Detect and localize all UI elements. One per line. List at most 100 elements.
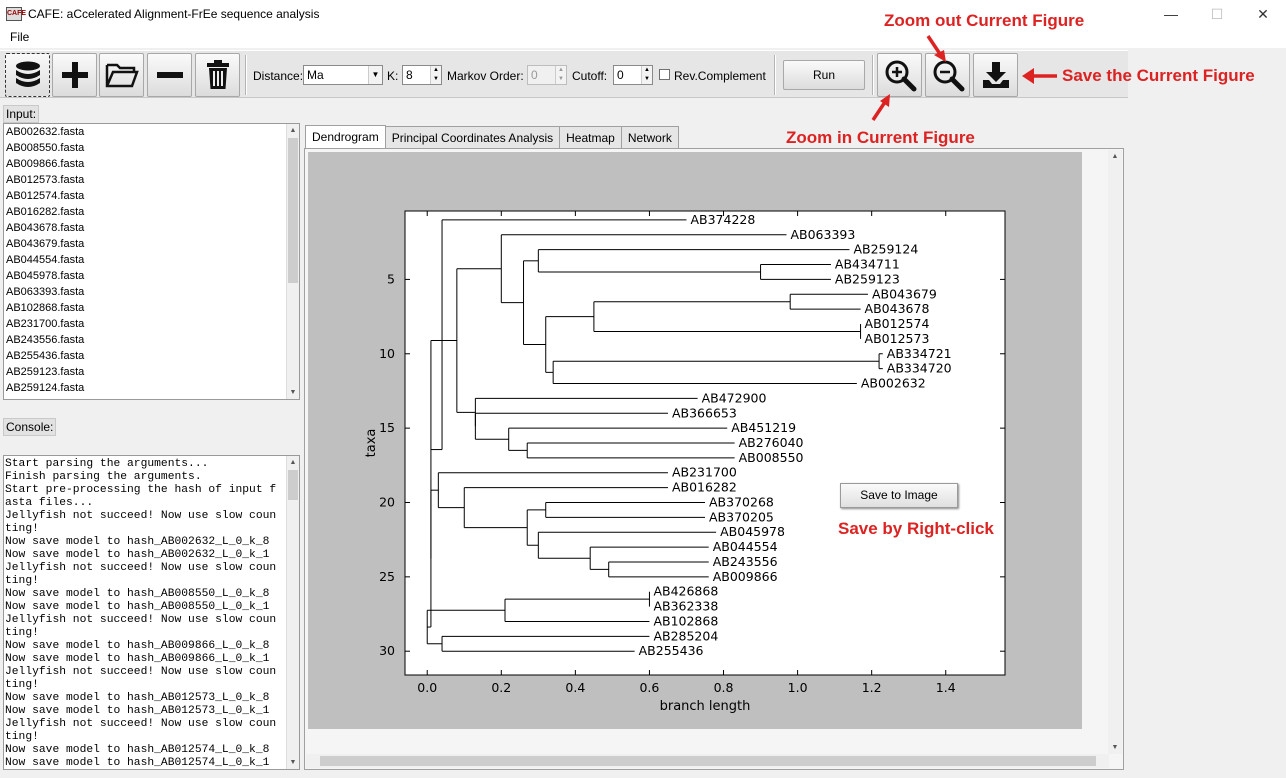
database-button[interactable]	[5, 53, 50, 97]
scroll-up-icon[interactable]: ▲	[287, 124, 299, 137]
file-list-item[interactable]: AB002632.fasta	[6, 126, 85, 138]
x-axis-label: branch length	[660, 699, 751, 714]
console-scrollbar[interactable]: ▲ ▼	[286, 456, 299, 769]
file-list-item[interactable]: AB044554.fasta	[6, 254, 85, 266]
leaf-label: AB044554	[713, 539, 778, 554]
scroll-down-icon[interactable]: ▼	[287, 756, 299, 769]
distance-select[interactable]: Ma ▼	[303, 65, 383, 85]
tab-dendrogram[interactable]: Dendrogram	[305, 125, 386, 149]
console-line: ting!	[5, 523, 39, 535]
file-list-item[interactable]: AB012573.fasta	[6, 174, 85, 186]
leaf-label: AB370268	[709, 494, 774, 509]
spin-arrows-icon[interactable]: ▲ ▼	[555, 66, 566, 84]
scroll-up-icon[interactable]: ▲	[287, 456, 299, 469]
file-list-item[interactable]: AB243556.fasta	[6, 334, 85, 346]
scroll-thumb[interactable]	[320, 756, 1096, 766]
leaf-label: AB045978	[720, 524, 785, 539]
spin-arrows-icon[interactable]: ▲ ▼	[430, 66, 441, 84]
input-file-list[interactable]: AB002632.fasta AB008550.fasta AB009866.fas…	[3, 123, 300, 400]
menu-file[interactable]: File	[10, 30, 30, 44]
k-label: K:	[387, 69, 399, 83]
minimize-button[interactable]: —	[1164, 6, 1178, 22]
y-tick-label: 25	[379, 569, 395, 584]
file-list-item[interactable]: AB009866.fasta	[6, 158, 85, 170]
y-tick-label: 15	[379, 420, 395, 435]
toolbar: Distance: Ma ▼ K: 8 ▲ ▼ Markov Order: 0 ▲…	[0, 50, 1128, 98]
file-list-item[interactable]: AB102868.fasta	[6, 302, 85, 314]
leaf-label: AB255436	[639, 643, 704, 658]
close-button[interactable]: ✕	[1257, 5, 1269, 22]
maximize-button[interactable]: ☐	[1210, 5, 1224, 22]
file-list-item[interactable]: AB259124.fasta	[6, 382, 85, 394]
scroll-thumb[interactable]	[288, 138, 298, 283]
file-list-item[interactable]: AB259123.fasta	[6, 366, 85, 378]
markov-order-spinbox[interactable]: 0 ▲ ▼	[527, 65, 567, 85]
leaf-label: AB063393	[790, 227, 855, 242]
title-bar: CAFE CAFE: aCcelerated Alignment-FrEe se…	[0, 0, 1286, 28]
folder-open-icon	[105, 63, 139, 88]
tab-heatmap[interactable]: Heatmap	[559, 126, 622, 149]
menu-bar: File	[0, 28, 1286, 48]
x-tick-label: 0.2	[491, 680, 511, 695]
annotation-zoom-in: Zoom in Current Figure	[786, 128, 975, 147]
console-output[interactable]: Start parsing the arguments... Finish par…	[3, 455, 300, 770]
run-button[interactable]: Run	[783, 60, 865, 90]
console-line: Now save model to hash_AB012574_L_0_k_1	[5, 757, 270, 769]
k-spinbox[interactable]: 8 ▲ ▼	[402, 65, 442, 85]
file-list-item[interactable]: AB045978.fasta	[6, 270, 85, 282]
scroll-down-icon[interactable]: ▼	[287, 386, 299, 399]
file-list-item[interactable]: AB231700.fasta	[6, 318, 85, 330]
leaf-label: AB259123	[835, 271, 900, 286]
tab-pcoa[interactable]: Principal Coordinates Analysis	[384, 126, 561, 149]
file-list-item[interactable]: AB012574.fasta	[6, 190, 85, 202]
file-list-item[interactable]: AB016282.fasta	[6, 206, 85, 218]
leaf-label: AB012573	[865, 331, 930, 346]
leaf-label: AB334720	[887, 361, 952, 376]
markov-order-label: Markov Order:	[447, 69, 524, 83]
save-to-image-menu-item[interactable]: Save to Image	[840, 483, 958, 508]
spin-arrows-icon[interactable]: ▲ ▼	[641, 66, 652, 84]
console-line: Now save model to hash_AB012573_L_0_k_1	[5, 705, 270, 717]
scroll-down-icon[interactable]: ▼	[1109, 741, 1121, 754]
figure-area: AB374228 AB063393 AB259124 AB434711 AB259123…	[304, 148, 1124, 770]
add-file-button[interactable]	[52, 53, 97, 97]
file-list-item[interactable]: AB043678.fasta	[6, 222, 85, 234]
cutoff-spinbox[interactable]: 0 ▲ ▼	[613, 65, 653, 85]
console-line: Now save model to hash_AB009866_L_0_k_1	[5, 653, 270, 665]
leaf-label: AB008550	[739, 450, 804, 465]
zoom-in-button[interactable]	[877, 53, 922, 97]
tab-network[interactable]: Network	[620, 126, 679, 149]
file-list-item[interactable]: AB008550.fasta	[6, 142, 85, 154]
distance-label: Distance:	[253, 69, 304, 83]
leaf-label: AB043678	[865, 301, 930, 316]
figure-canvas[interactable]: AB374228 AB063393 AB259124 AB434711 AB259123…	[308, 152, 1082, 729]
clear-all-button[interactable]	[195, 53, 240, 97]
console-line: ting!	[5, 679, 39, 691]
distance-select-value: Ma	[307, 68, 324, 82]
figure-horizontal-scrollbar[interactable]	[306, 754, 1109, 768]
console-line: Jellyfish not succeed! Now use slow coun	[5, 562, 277, 574]
file-list-item[interactable]: AB063393.fasta	[6, 286, 85, 298]
open-folder-button[interactable]	[99, 53, 144, 97]
leaf-label: AB362338	[653, 599, 718, 614]
zoom-out-button[interactable]	[925, 53, 970, 97]
x-tick-label: 0.0	[417, 680, 437, 695]
leaf-label: AB243556	[713, 554, 778, 569]
scroll-thumb[interactable]	[1108, 150, 1122, 726]
leaf-label: AB426868	[653, 584, 718, 599]
k-value: 8	[406, 68, 413, 82]
input-scrollbar[interactable]: ▲ ▼	[286, 124, 299, 399]
console-line: Jellyfish not succeed! Now use slow coun	[5, 666, 277, 678]
figure-vertical-scrollbar[interactable]: ▲ ▼	[1108, 150, 1122, 754]
save-figure-button[interactable]	[973, 53, 1018, 97]
file-list-item[interactable]: AB255436.fasta	[6, 350, 85, 362]
markov-order-value: 0	[531, 68, 538, 82]
rev-complement-checkbox[interactable]	[659, 69, 670, 80]
scroll-thumb[interactable]	[288, 470, 298, 500]
file-list-item[interactable]: AB043679.fasta	[6, 238, 85, 250]
scroll-up-icon[interactable]: ▲	[1109, 150, 1121, 163]
y-tick-label: 30	[379, 643, 395, 658]
window-title: CAFE: aCcelerated Alignment-FrEe sequenc…	[28, 7, 320, 21]
remove-file-button[interactable]	[147, 53, 192, 97]
annotation-save-figure: Save the Current Figure	[1062, 66, 1255, 85]
